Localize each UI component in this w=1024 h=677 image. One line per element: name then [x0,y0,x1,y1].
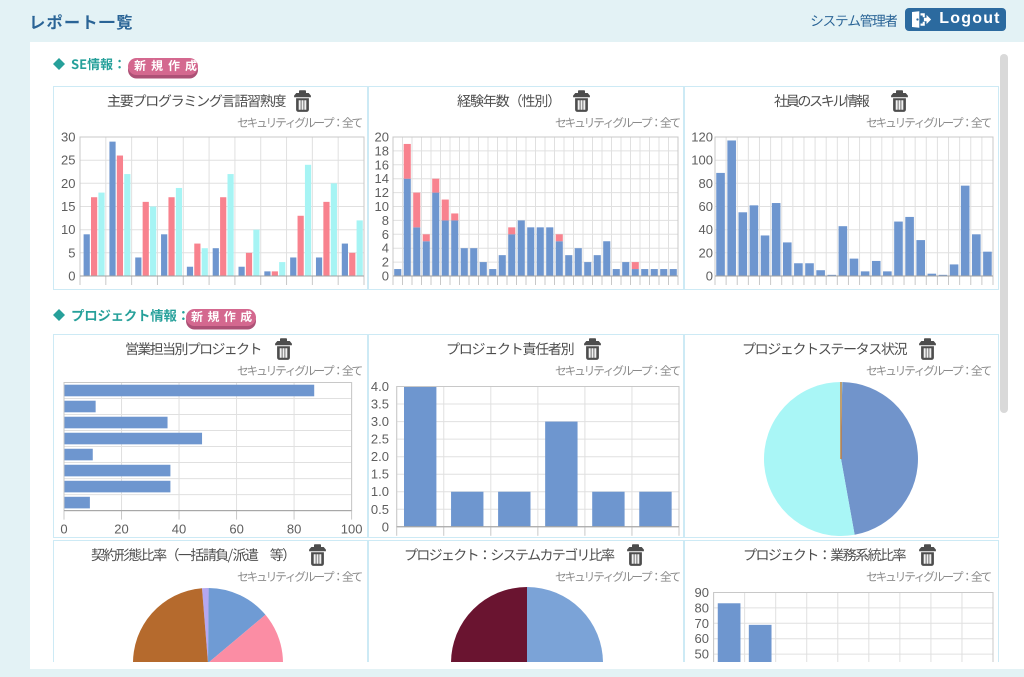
svg-text:12: 12 [375,185,389,200]
svg-text:120: 120 [691,130,713,145]
svg-text:40: 40 [172,522,186,537]
svg-text:50: 50 [695,647,709,662]
svg-text:4.0: 4.0 [371,379,389,394]
svg-text:3.0: 3.0 [371,414,389,429]
svg-text:6: 6 [382,227,389,242]
svg-text:10: 10 [61,222,75,237]
svg-text:8: 8 [382,213,389,228]
svg-text:25: 25 [61,153,75,168]
svg-text:5: 5 [68,245,75,260]
svg-text:2: 2 [382,255,389,270]
svg-text:0: 0 [382,269,389,284]
svg-text:90: 90 [695,585,709,600]
svg-text:20: 20 [699,245,713,260]
svg-text:80: 80 [695,600,709,615]
svg-text:20: 20 [114,522,128,537]
svg-text:20: 20 [61,176,75,191]
svg-text:2.5: 2.5 [371,432,389,447]
svg-text:1.5: 1.5 [371,467,389,482]
svg-text:18: 18 [375,143,389,158]
svg-text:70: 70 [695,616,709,631]
svg-text:20: 20 [375,130,389,145]
svg-text:60: 60 [695,631,709,646]
svg-text:16: 16 [375,157,389,172]
svg-text:60: 60 [229,522,243,537]
svg-text:100: 100 [341,522,363,537]
svg-text:60: 60 [699,199,713,214]
svg-text:100: 100 [691,153,713,168]
svg-text:80: 80 [287,522,301,537]
svg-text:40: 40 [699,222,713,237]
svg-text:3.5: 3.5 [371,397,389,412]
svg-text:0: 0 [706,269,713,284]
svg-text:10: 10 [375,199,389,214]
svg-text:1.0: 1.0 [371,484,389,499]
svg-text:15: 15 [61,199,75,214]
svg-text:30: 30 [61,130,75,145]
svg-text:0: 0 [60,522,67,537]
svg-text:4: 4 [382,241,389,256]
svg-text:0: 0 [382,519,389,534]
svg-text:0.5: 0.5 [371,502,389,517]
svg-text:0: 0 [68,269,75,284]
svg-text:80: 80 [699,176,713,191]
svg-text:2.0: 2.0 [371,449,389,464]
svg-text:14: 14 [375,171,389,186]
